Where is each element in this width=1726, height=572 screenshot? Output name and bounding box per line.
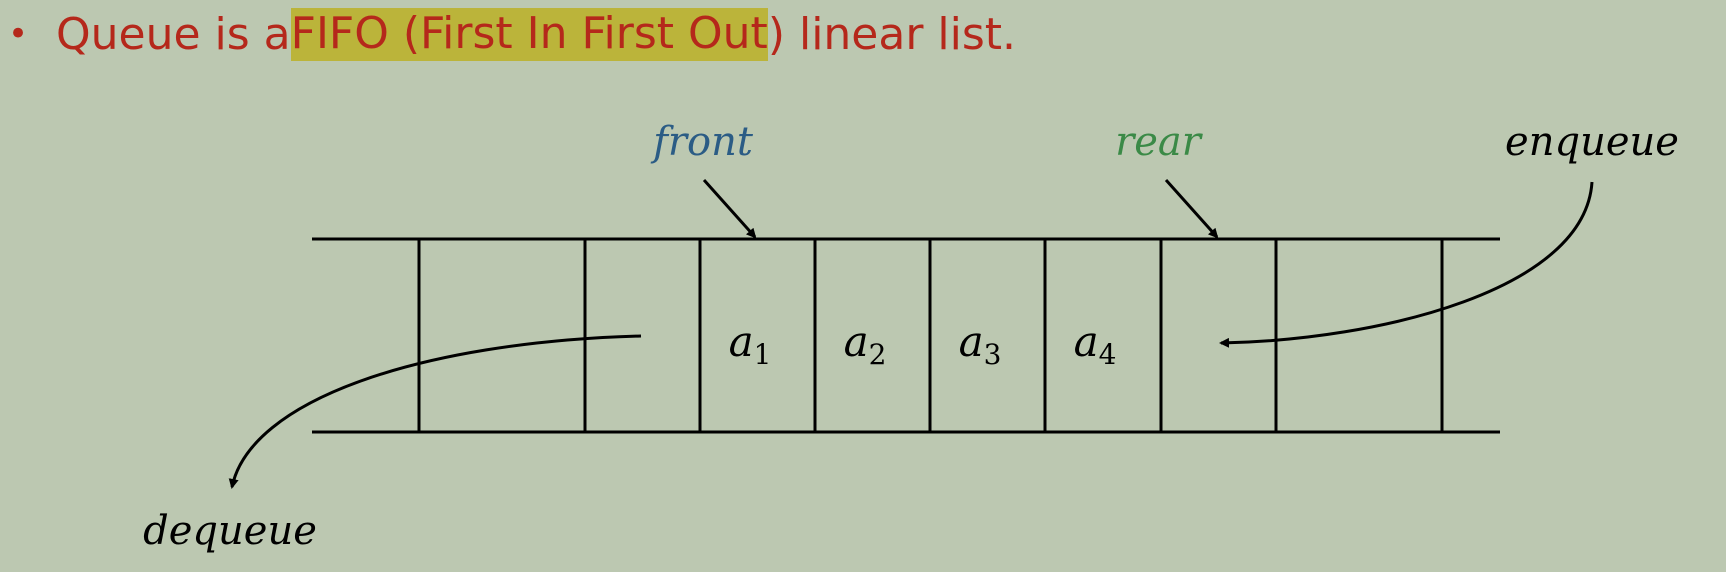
front-label: front	[650, 119, 754, 165]
cell-base: a	[729, 317, 754, 366]
cell-subscript: 4	[1099, 338, 1117, 371]
headline-text-after: ) linear list.	[767, 8, 1017, 60]
headline: • Queue is a FIFO (First In First Out ) …	[8, 4, 1016, 64]
cell-subscript: 1	[754, 338, 772, 371]
cell-subscript: 2	[869, 338, 887, 371]
queue-cells: a1 a2 a3 a4	[729, 317, 1117, 371]
cell-dividers	[417, 239, 1444, 432]
queue-cell: a3	[959, 317, 1002, 371]
queue-cell: a1	[729, 317, 772, 371]
cell-base: a	[959, 317, 984, 366]
queue-cell: a2	[844, 317, 887, 371]
rear-label: rear	[1115, 119, 1204, 165]
front-pointer-arrow	[702, 178, 757, 239]
headline-text-before: Queue is a	[56, 8, 291, 60]
cell-base: a	[844, 317, 869, 366]
cell-base: a	[1074, 317, 1099, 366]
dequeue-arrow	[228, 334, 642, 489]
dequeue-label: dequeue	[143, 508, 317, 554]
cell-subscript: 3	[984, 338, 1002, 371]
headline-highlight: FIFO (First In First Out	[290, 7, 768, 61]
enqueue-arrow	[1219, 181, 1594, 348]
bullet-icon: •	[8, 14, 29, 54]
queue-cell: a4	[1074, 317, 1117, 371]
rear-pointer-arrow	[1164, 178, 1219, 239]
enqueue-label: enqueue	[1505, 119, 1679, 165]
